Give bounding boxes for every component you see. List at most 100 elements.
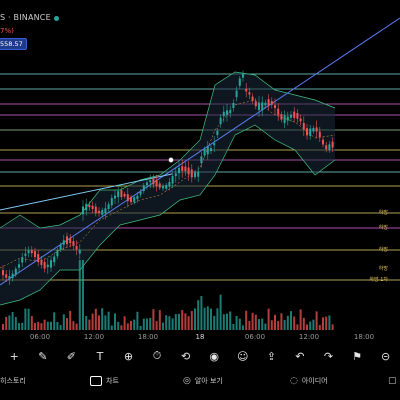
candle-body	[325, 145, 328, 150]
tab-explore[interactable]: ◎ 알아 보기	[183, 376, 223, 386]
emoji-icon[interactable]: ☺	[237, 349, 249, 363]
candle-body	[309, 128, 312, 136]
crosshair-icon[interactable]: +	[9, 349, 19, 363]
volume-bar	[43, 319, 46, 330]
candle-body	[200, 156, 203, 164]
volume-bar	[267, 308, 270, 330]
symbol-title[interactable]: S · BINANCE	[0, 13, 51, 22]
brush-icon[interactable]: ✐	[66, 349, 77, 363]
replay-icon[interactable]: ⟲	[181, 349, 191, 363]
candle-body	[59, 244, 62, 250]
candle-body	[107, 204, 110, 210]
x-axis-tick: 12:00	[83, 333, 105, 341]
candle-body	[155, 179, 158, 187]
level-label: 하방	[378, 247, 388, 253]
candle-body	[46, 264, 49, 268]
level-label: 하방	[378, 210, 388, 216]
volume-bar	[21, 322, 24, 330]
volume-bar	[30, 316, 33, 330]
plus-icon[interactable]: ⊕	[123, 349, 134, 363]
volume-bar	[117, 321, 120, 330]
candle-body	[94, 206, 97, 213]
channel-line[interactable]	[0, 173, 173, 211]
candle-body	[14, 268, 17, 275]
candle-body	[139, 191, 142, 195]
camera-icon[interactable]: ◉	[209, 349, 220, 363]
volume-bar	[78, 260, 81, 330]
candle-body	[82, 206, 84, 215]
volume-bar	[82, 260, 84, 330]
tab-more[interactable]: ▢	[388, 376, 397, 386]
volume-bar	[171, 318, 174, 330]
volume-bar	[66, 318, 68, 330]
volume-bar	[27, 308, 30, 330]
volume-bar	[85, 316, 88, 330]
volume-bar	[226, 313, 228, 330]
candle-body	[245, 88, 248, 92]
candle-body	[258, 102, 260, 111]
volume-bar	[56, 321, 59, 330]
tab-chart[interactable]: 차트	[90, 376, 119, 386]
candle-body	[238, 78, 241, 86]
candle-body	[232, 102, 235, 109]
candle-body	[2, 270, 4, 276]
volume-bar	[91, 313, 94, 330]
volume-bar	[293, 316, 296, 330]
volume-bar	[274, 314, 276, 330]
candle-body	[331, 141, 334, 148]
clock-icon[interactable]: ⏱	[152, 349, 162, 362]
drawing-toolbar: + ✎ ✐ T ⊕ ⏱ ⟲ ◉ ☺ ⇪ ↶ ↷ ⚑ ⊝	[0, 345, 400, 367]
candle-body	[98, 210, 100, 213]
candle-body	[296, 113, 299, 119]
x-axis-tick: 18	[195, 333, 205, 341]
share-icon[interactable]: ⇪	[266, 349, 276, 363]
candle-body	[277, 108, 280, 116]
level-label: 하방	[378, 225, 388, 231]
candle-body	[24, 253, 27, 256]
candle-body	[184, 166, 187, 172]
more-icon[interactable]: ⊝	[380, 349, 391, 363]
volume-bar	[331, 324, 334, 330]
text-icon[interactable]: T	[96, 349, 104, 363]
tab-label: 알아 보기	[194, 377, 223, 385]
x-axis-tick: 06:00	[244, 333, 266, 341]
volume-bar	[251, 312, 254, 330]
candle-body	[283, 115, 286, 124]
volume-bar	[254, 314, 257, 330]
tab-label: 차트	[106, 377, 119, 385]
volume-bar	[123, 316, 126, 330]
volume-bar	[232, 323, 235, 330]
candle-body	[171, 176, 174, 184]
candle-body	[318, 131, 321, 138]
volume-bar	[328, 315, 331, 330]
volume-bar	[50, 321, 52, 330]
volume-bar	[235, 316, 238, 330]
volume-bar	[206, 306, 209, 330]
pencil-icon[interactable]: ✎	[38, 349, 48, 363]
candle-body	[117, 191, 120, 198]
candle-body	[120, 190, 123, 198]
tab-history[interactable]: 히스토리	[0, 376, 26, 386]
tab-label: 아이디어	[301, 377, 328, 385]
volume-bar	[197, 300, 200, 330]
volume-bar	[120, 325, 123, 330]
candle-body	[43, 261, 46, 269]
volume-bar	[306, 324, 308, 330]
redo-icon[interactable]: ↷	[323, 349, 334, 363]
alert-icon[interactable]: ⚑	[352, 349, 362, 363]
volume-bar	[53, 312, 56, 330]
candle-body	[133, 197, 136, 203]
candle-body	[187, 167, 190, 175]
candle-body	[21, 257, 24, 263]
drawing-anchor[interactable]	[168, 157, 174, 163]
undo-icon[interactable]: ↶	[295, 349, 305, 363]
candle-body	[152, 177, 155, 185]
candle-body	[162, 185, 164, 189]
candle-body	[270, 101, 273, 105]
candle-body	[11, 273, 14, 279]
tab-ideas[interactable]: ◌ 아이디어	[290, 376, 328, 386]
volume-bar	[101, 308, 104, 330]
candle-body	[149, 180, 152, 183]
candle-body	[328, 144, 331, 150]
